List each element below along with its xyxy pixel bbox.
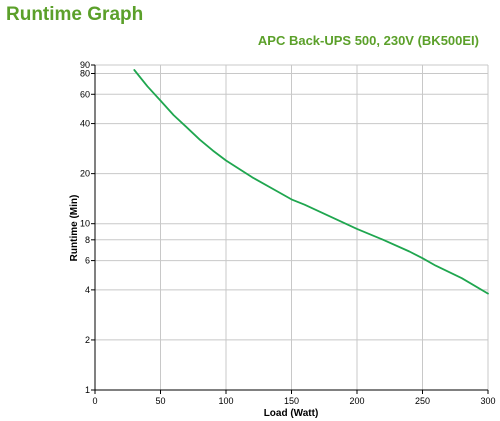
y-tick-label: 6: [85, 256, 90, 266]
y-tick-label: 8: [85, 235, 90, 245]
y-tick-label: 2: [85, 335, 90, 345]
x-tick-label: 0: [92, 396, 97, 406]
y-tick-label: 20: [80, 169, 90, 179]
y-tick-label: 90: [80, 60, 90, 70]
x-tick-label: 50: [155, 396, 165, 406]
runtime-series-line: [133, 69, 489, 295]
y-tick-label: 80: [80, 69, 90, 79]
grid-layer: [95, 64, 489, 390]
x-axis-label: Load (Watt): [264, 408, 319, 419]
x-tick-label: 150: [284, 396, 299, 406]
y-tick-label: 60: [80, 89, 90, 99]
y-axis-label: Runtime (Min): [69, 195, 80, 262]
chart-title: APC Back-UPS 500, 230V (BK500EI): [257, 33, 479, 48]
x-tick-label: 100: [218, 396, 233, 406]
x-tick-label: 300: [480, 396, 495, 406]
series-layer: [133, 69, 489, 295]
y-tick-label: 10: [80, 219, 90, 229]
y-tick-label: 4: [85, 285, 90, 295]
x-tick-label: 250: [415, 396, 430, 406]
x-tick-label: 200: [349, 396, 364, 406]
y-tick-label: 1: [85, 385, 90, 395]
y-tick-label: 40: [80, 119, 90, 129]
page-heading: Runtime Graph: [6, 4, 144, 25]
